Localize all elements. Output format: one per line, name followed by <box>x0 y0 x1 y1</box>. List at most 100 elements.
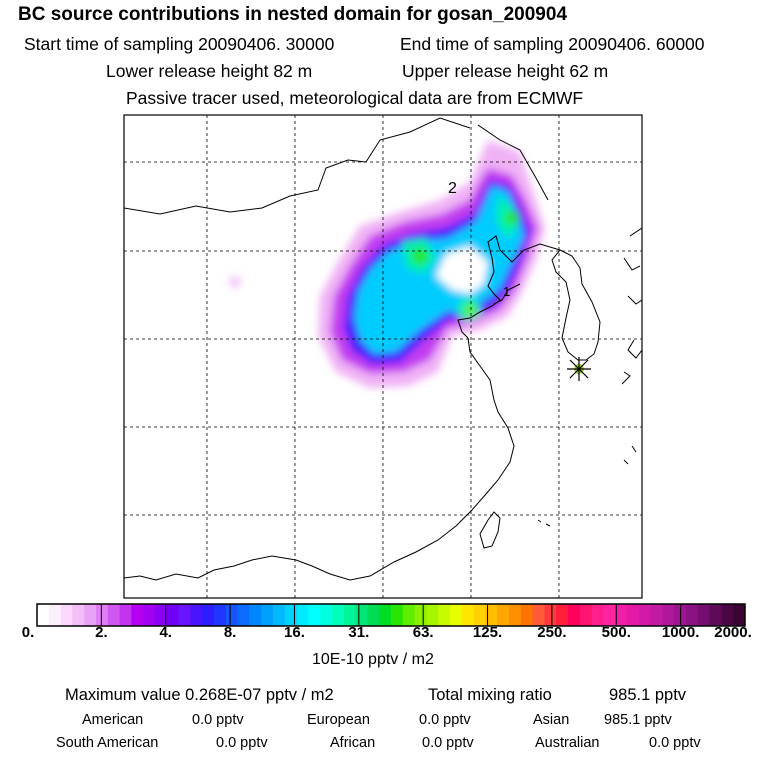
colorbar-tick-label: 125. <box>472 624 503 641</box>
colorbar-tick-label: 31. <box>348 624 370 641</box>
colorbar-cell <box>438 604 451 626</box>
plume-green-core-3 <box>464 304 476 316</box>
region-value-american: 0.0 pptv <box>192 712 244 728</box>
total-mixing-ratio-value: 985.1 pptv <box>609 686 687 704</box>
colorbar-cell <box>662 604 675 626</box>
colorbar-cell <box>225 604 239 626</box>
region-value-australian: 0.0 pptv <box>649 735 701 751</box>
colorbar-cell <box>96 604 109 626</box>
colorbar-cell <box>709 604 722 626</box>
colorbar-cell <box>237 604 250 626</box>
plume-green-core-2 <box>412 248 428 264</box>
colorbar-cell <box>733 604 746 626</box>
region-value-south-american: 0.0 pptv <box>216 735 268 751</box>
plume-green-core-1 <box>505 211 519 225</box>
colorbar-tick-label: 250. <box>537 624 567 641</box>
colorbar-cell <box>686 604 699 626</box>
contribution-field <box>229 140 545 388</box>
region-name-asian: Asian <box>533 712 570 728</box>
colorbar-cell <box>603 604 616 626</box>
colorbar-cell <box>697 604 711 626</box>
map-frame <box>123 114 643 599</box>
colorbar-cell <box>355 604 368 626</box>
colorbar-tick-label: 16. <box>284 624 305 641</box>
region-name-european: European <box>307 712 370 728</box>
colorbar-cell <box>37 604 50 626</box>
trajectory-label-2: 2 <box>448 180 457 197</box>
china-coast <box>124 337 515 581</box>
colorbar-tick-label: 2000. <box>714 624 752 641</box>
colorbar-cell <box>261 604 274 626</box>
colorbar-cell <box>532 604 545 626</box>
colorbar-cells <box>37 604 746 626</box>
colorbar-cell <box>615 604 628 626</box>
end-time-label: End time of sampling 20090406. 60000 <box>400 34 705 54</box>
start-time-label: Start time of sampling 20090406. 30000 <box>24 34 335 54</box>
colorbar-cell <box>391 604 404 626</box>
colorbar-cell <box>402 604 416 626</box>
colorbar-unit-label: 10E-10 pptv / m2 <box>312 651 434 668</box>
colorbar-cell <box>48 604 62 626</box>
colorbar-cell <box>509 604 522 626</box>
colorbar-cell <box>579 604 593 626</box>
colorbar-cell <box>143 604 156 626</box>
colorbar-cell <box>379 604 392 626</box>
colorbar-frame <box>36 603 746 627</box>
mongolia-border <box>124 117 471 215</box>
colorbar-cell <box>473 604 486 626</box>
region-name-american: American <box>82 712 144 728</box>
maximum-value-label: Maximum value 0.268E-07 pptv / m2 <box>65 686 334 704</box>
colorbar-cell <box>155 604 168 626</box>
colorbar-cell <box>461 604 475 626</box>
total-mixing-ratio-label: Total mixing ratio <box>428 686 552 704</box>
region-value-african: 0.0 pptv <box>422 735 474 751</box>
colorbar-cell <box>107 604 121 626</box>
colorbar-cell <box>367 604 380 626</box>
colorbar-cell <box>166 604 180 626</box>
tracer-note: Passive tracer used, meteorological data… <box>126 88 584 108</box>
colorbar-cell <box>72 604 85 626</box>
colorbar-cell <box>627 604 640 626</box>
colorbar-tick-label: 2. <box>95 624 108 641</box>
colorbar-cell <box>485 604 498 626</box>
colorbar-cell <box>190 604 203 626</box>
colorbar-cell <box>332 604 345 626</box>
lower-release-height-label: Lower release height 82 m <box>106 61 313 81</box>
colorbar-cell <box>544 604 557 626</box>
colorbar-cell <box>426 604 439 626</box>
region-value-asian: 985.1 pptv <box>604 712 672 728</box>
colorbar-cell <box>214 604 227 626</box>
colorbar-cell <box>450 604 463 626</box>
colorbar-tick-label: 1000. <box>661 624 700 641</box>
colorbar <box>36 603 746 627</box>
coastlines <box>124 117 642 581</box>
colorbar-cell <box>721 604 734 626</box>
colorbar-tick-label: 63. <box>412 624 434 641</box>
colorbar-cell <box>568 604 581 626</box>
colorbar-cell <box>650 604 663 626</box>
region-name-australian: Australian <box>535 735 600 751</box>
colorbar-cell <box>249 604 262 626</box>
colorbar-cell <box>202 604 215 626</box>
colorbar-cell <box>119 604 132 626</box>
source-contribution-map: 2 1 <box>123 114 643 599</box>
colorbar-cell <box>414 604 427 626</box>
colorbar-tick-label: 4. <box>159 624 172 641</box>
bohai-gulf-coast <box>457 235 561 339</box>
colorbar-tick-label: 8. <box>223 624 237 641</box>
colorbar-cell <box>497 604 510 626</box>
receptor-star-icon <box>567 357 591 381</box>
trajectory-label-1: 1 <box>503 284 510 299</box>
colorbar-cell <box>520 604 534 626</box>
ryukyu-islands <box>537 371 637 527</box>
shandong-coast <box>493 283 521 305</box>
colorbar-cell <box>343 604 357 626</box>
korea-coast <box>551 249 601 361</box>
colorbar-cell <box>591 604 604 626</box>
figure-title: BC source contributions in nested domain… <box>18 4 568 25</box>
colorbar-cell <box>296 604 309 626</box>
lat-lon-grid <box>124 115 642 598</box>
colorbar-cell <box>273 604 286 626</box>
region-name-south-american: South American <box>56 735 159 751</box>
colorbar-cell <box>308 604 321 626</box>
